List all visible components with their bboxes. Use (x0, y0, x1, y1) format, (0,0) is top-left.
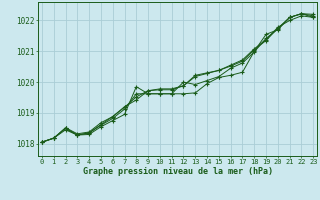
X-axis label: Graphe pression niveau de la mer (hPa): Graphe pression niveau de la mer (hPa) (83, 167, 273, 176)
